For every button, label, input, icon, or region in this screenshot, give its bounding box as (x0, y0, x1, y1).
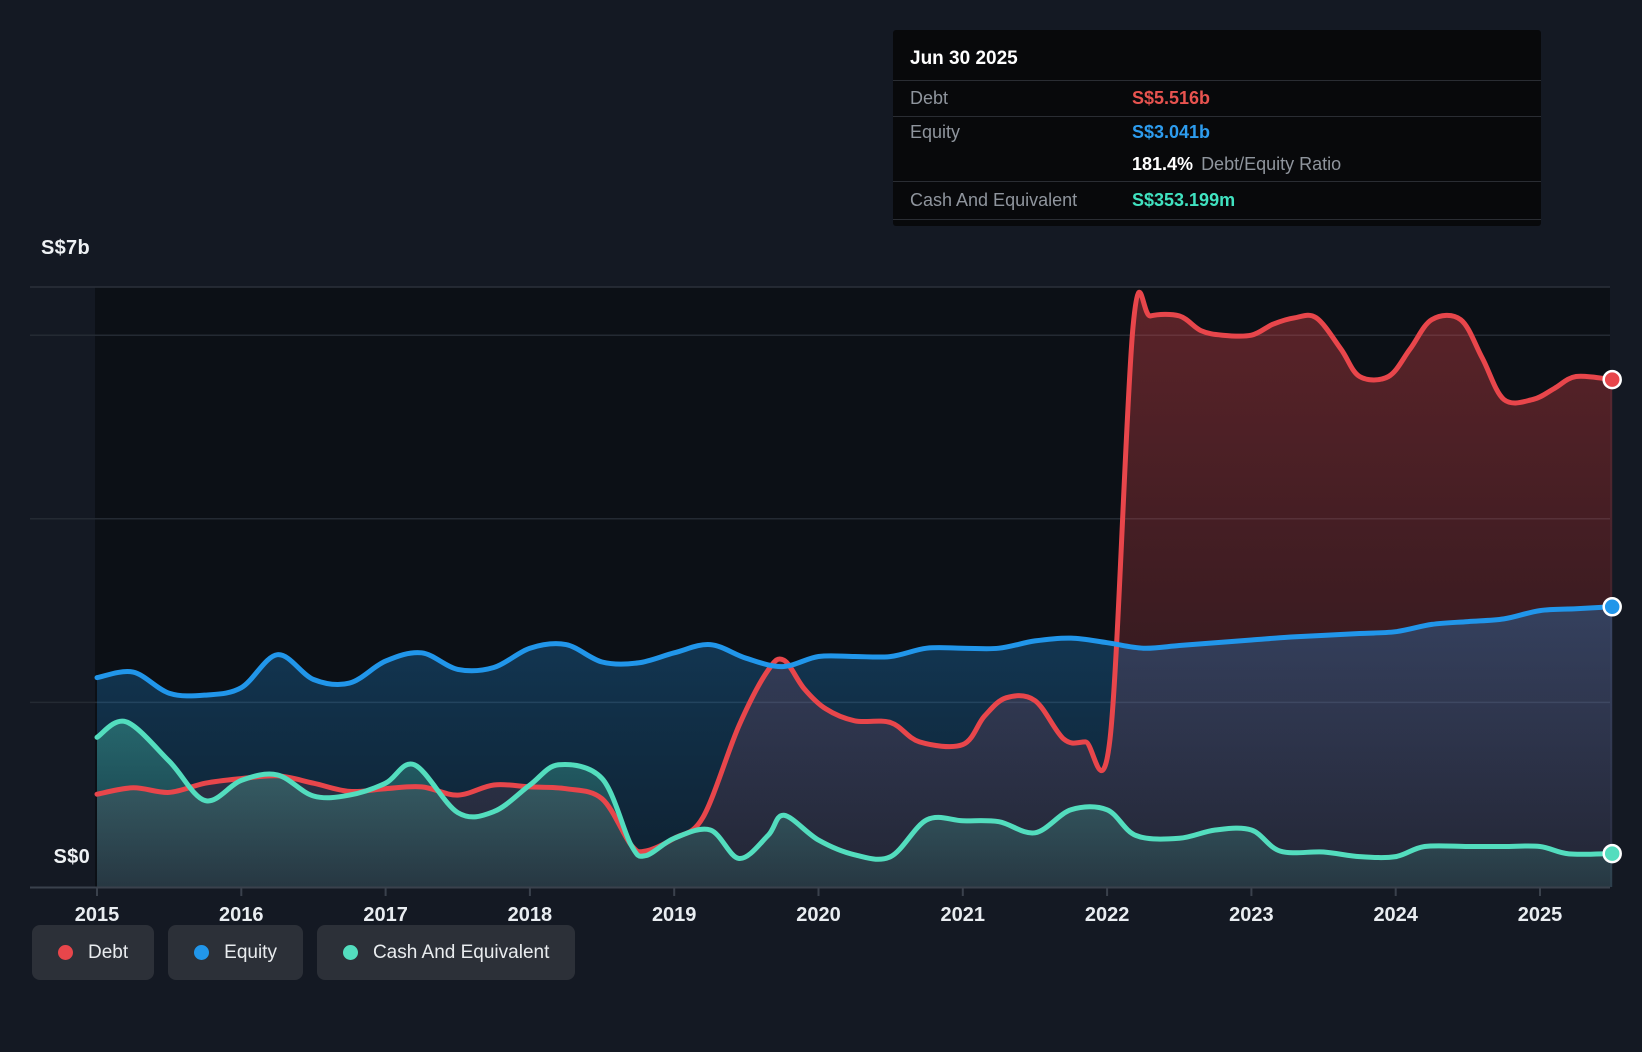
tooltip-cash-value: S$353.199m (1132, 190, 1236, 210)
tooltip-row-ratio: 181.4% Debt/Equity Ratio (893, 148, 1541, 181)
tooltip-ratio-label: Debt/Equity Ratio (1201, 154, 1342, 174)
legend-item-cash[interactable]: Cash And Equivalent (316, 925, 576, 980)
legend-item-equity[interactable]: Equity (168, 925, 303, 980)
tooltip-debt-label: Debt (910, 88, 949, 108)
tooltip-equity-label: Equity (910, 122, 961, 142)
legend-cash-label: Cash And Equivalent (372, 941, 550, 963)
y-axis-label-zero: S$0 (53, 846, 90, 868)
x-tick-label-2019: 2019 (652, 904, 697, 926)
legend-debt-label: Debt (88, 941, 129, 963)
cash-and-equivalent-endpoint-marker[interactable] (1602, 843, 1622, 864)
y-axis-label-top: S$7b (40, 237, 90, 259)
x-tick-label-2018: 2018 (508, 904, 553, 926)
chart-tooltip: Jun 30 2025 Debt S$5.516b Equity S$3.041… (893, 30, 1541, 226)
x-tick-label-2020: 2020 (796, 904, 841, 926)
debt-series-dot-icon (58, 945, 73, 960)
tooltip-row-cash: Cash And Equivalent S$353.199m (893, 181, 1541, 220)
tooltip-date: Jun 30 2025 (910, 48, 1018, 69)
tooltip-ratio-value: 181.4% (1132, 154, 1194, 174)
tooltip-debt-value: S$5.516b (1132, 88, 1211, 108)
cash-and-equivalent-area (97, 721, 1613, 887)
tooltip-row-equity: Equity S$3.041b (893, 116, 1541, 148)
chart-legend: Debt Equity Cash And Equivalent (32, 925, 576, 980)
legend-item-debt[interactable]: Debt (32, 925, 155, 980)
equity-line[interactable] (94, 604, 1615, 699)
x-tick-label-2022: 2022 (1085, 904, 1130, 926)
equity-endpoint-marker[interactable] (1602, 597, 1622, 617)
equity-series-dot-icon (194, 945, 210, 960)
legend-equity-label: Equity (224, 941, 277, 963)
x-tick-label-2016: 2016 (219, 904, 264, 926)
cash-series-dot-icon (342, 945, 358, 960)
x-tick-label-2023: 2023 (1229, 904, 1274, 926)
x-tick-label-2024: 2024 (1373, 904, 1418, 926)
x-tick-label-2015: 2015 (75, 904, 120, 926)
tooltip-equity-value: S$3.041b (1132, 122, 1211, 142)
cash-and-equivalent-line[interactable] (94, 718, 1615, 862)
tooltip-cash-label: Cash And Equivalent (910, 190, 1078, 210)
tooltip-row-debt: Debt S$5.516b (893, 80, 1541, 116)
x-tick-label-2025: 2025 (1518, 904, 1563, 926)
x-tick-label-2021: 2021 (941, 904, 986, 926)
debt-endpoint-marker[interactable] (1602, 369, 1622, 390)
x-tick-label-2017: 2017 (363, 904, 408, 926)
